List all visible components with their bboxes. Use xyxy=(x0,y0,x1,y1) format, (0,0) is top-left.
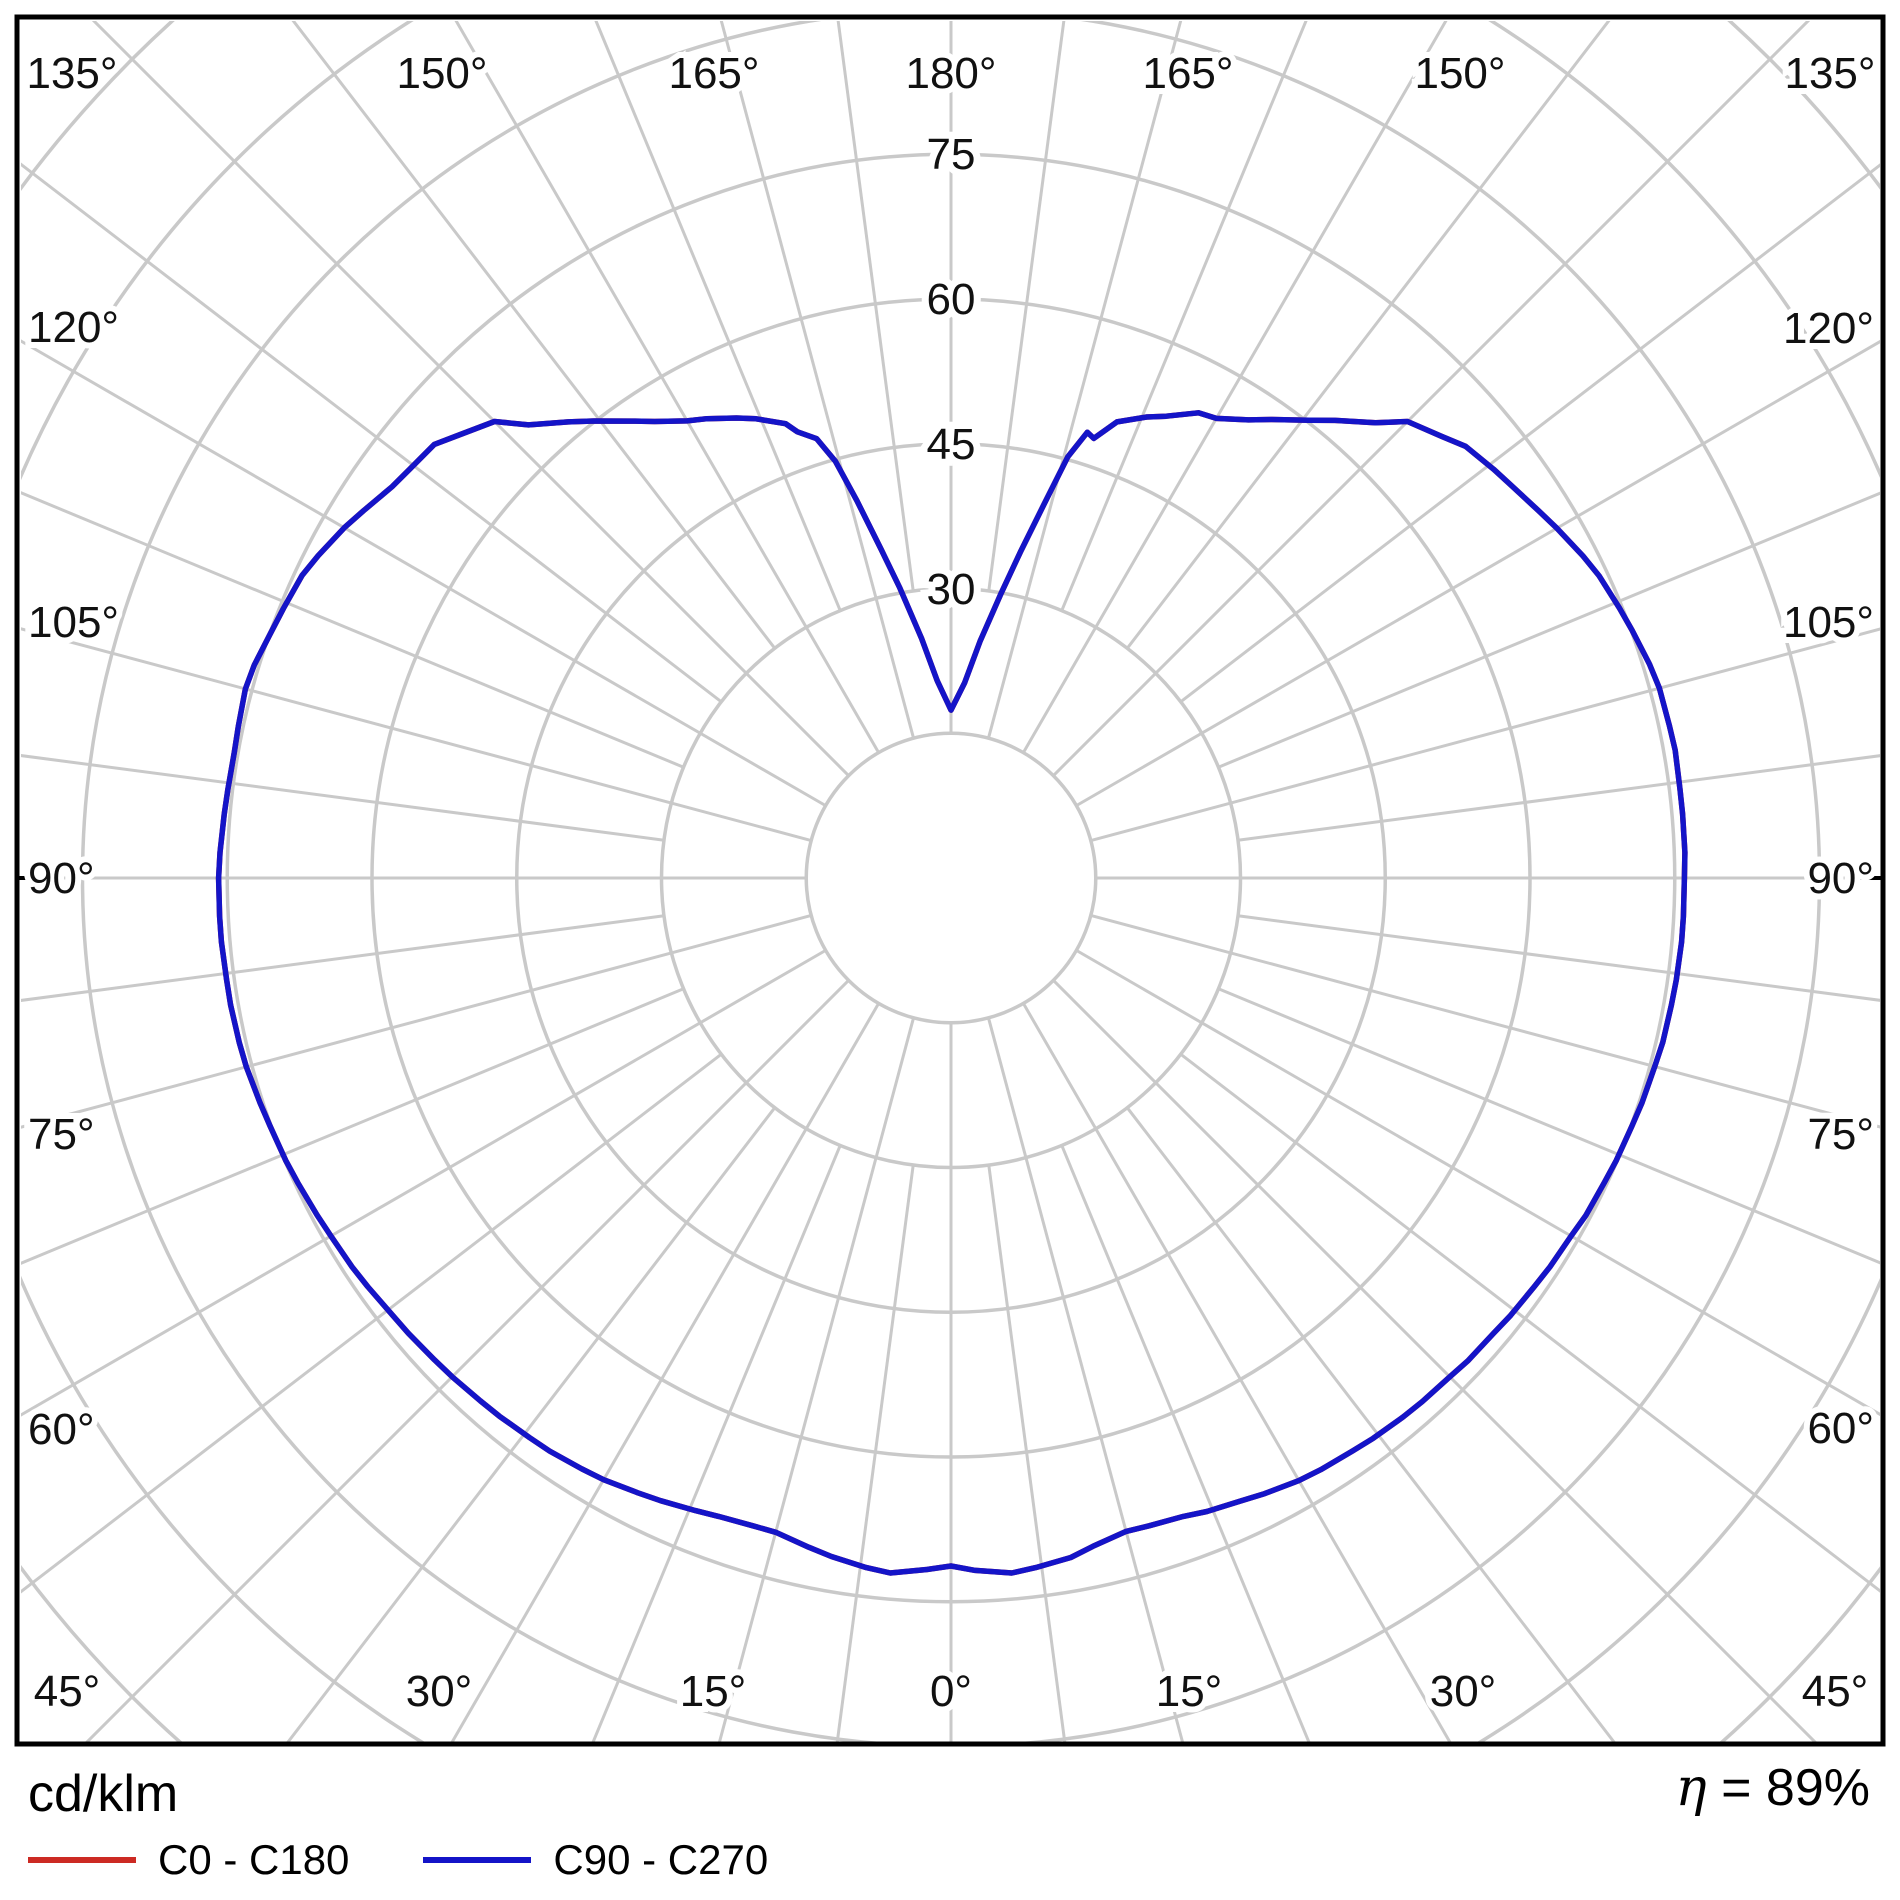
legend-item-c0-c180: C0 - C180 xyxy=(28,1836,349,1884)
gamma-label-L150: 150° xyxy=(396,49,487,98)
unit-label: cd/klm xyxy=(28,1765,179,1823)
legend-label-c0-c180: C0 - C180 xyxy=(158,1836,350,1883)
grid-ray-minor xyxy=(1060,21,1308,612)
grid-ray-major xyxy=(21,949,827,1417)
radial-value-labels: 30 45 60 75 xyxy=(920,123,983,621)
grid-ray-major xyxy=(21,627,812,842)
grid-ray-minor xyxy=(21,1053,723,1594)
legend: C0 - C180 C90 - C270 xyxy=(28,1836,768,1884)
curves xyxy=(215,410,1688,1576)
grid-ray-minor xyxy=(21,491,685,769)
plot-border xyxy=(14,14,1886,1747)
grid-ray-minor xyxy=(21,754,665,842)
grid-ray-minor xyxy=(835,1164,915,1742)
gamma-angle-labels: 0° 15° 15° 30° 30° 45° 45° 60° 60° 75° 75° 90° 90° 10… xyxy=(20,43,1881,1722)
grid-ray-major xyxy=(91,21,850,777)
grid-ray-major xyxy=(454,21,880,754)
gamma-label-R30: 30° xyxy=(1430,1667,1497,1716)
gamma-label-L75: 75° xyxy=(28,1110,95,1159)
grid-ray-minor xyxy=(291,21,776,650)
grid-ray-minor xyxy=(1126,21,1611,650)
grid-ray-major xyxy=(1090,627,1880,842)
grid-ray-minor xyxy=(21,162,723,703)
grid-ray-minor xyxy=(1060,1144,1311,1742)
gamma-label-L90: 90° xyxy=(28,854,95,903)
gamma-label-R135: 135° xyxy=(1784,49,1875,98)
grid-ring-15 xyxy=(804,731,1098,1025)
grid-ray-major xyxy=(1052,21,1811,777)
grid-ray-minor xyxy=(591,1144,842,1742)
eta-symbol: η xyxy=(1675,1758,1707,1818)
grid-ray-minor xyxy=(1237,754,1880,842)
gamma-label-R180: 180° xyxy=(905,49,996,98)
grid-ray-minor xyxy=(21,987,685,1265)
radial-tick-label-30: 30 xyxy=(927,565,976,614)
gamma-label-L45: 45° xyxy=(34,1667,101,1716)
gamma-label-R150: 150° xyxy=(1414,49,1505,98)
gamma-label-R75: 75° xyxy=(1807,1110,1874,1159)
grid-ray-major xyxy=(1052,979,1818,1742)
grid-ray-major xyxy=(1090,914,1880,1129)
eta-value: = 89% xyxy=(1706,1759,1870,1817)
gamma-label-R120: 120° xyxy=(1783,304,1874,353)
grid-ray-major xyxy=(1075,339,1880,807)
gamma-label-R90: 90° xyxy=(1807,854,1874,903)
gamma-label-L105: 105° xyxy=(28,598,119,647)
grid-ray-minor xyxy=(594,21,842,612)
grid-ray-major xyxy=(21,339,827,807)
gamma-label-R15: 15° xyxy=(1156,1667,1223,1716)
grid-ray-major xyxy=(987,1017,1185,1742)
gamma-label-R0: 0° xyxy=(930,1667,972,1716)
grid-ray-minor xyxy=(1237,914,1880,1002)
gamma-label-R45: 45° xyxy=(1802,1667,1869,1716)
grid-ray-minor xyxy=(987,1164,1067,1742)
radial-tick-label-75: 75 xyxy=(927,130,976,179)
grid-ray-major xyxy=(21,914,812,1129)
grid-ray-major xyxy=(987,21,1183,739)
gamma-label-L135: 135° xyxy=(26,49,117,98)
radial-tick-label-60: 60 xyxy=(927,275,976,324)
legend-swatch-c90-c270 xyxy=(423,1857,532,1863)
gamma-label-R165: 165° xyxy=(1142,49,1233,98)
grid-ray-major xyxy=(450,1002,880,1742)
legend-swatch-c0-c180 xyxy=(28,1857,136,1863)
grid-ray-minor xyxy=(286,1106,776,1742)
gamma-label-L120: 120° xyxy=(28,303,119,352)
gamma-label-L15: 15° xyxy=(680,1667,747,1716)
grid-ray-minor xyxy=(1179,163,1880,703)
grid-ray-minor xyxy=(1217,987,1880,1265)
efficiency-label: η = 89% xyxy=(1675,1758,1871,1818)
grid-ray-minor xyxy=(1179,1053,1880,1593)
grid-ray-minor xyxy=(836,21,915,592)
radial-tick-label-45: 45 xyxy=(927,420,976,469)
gamma-label-L60: 60° xyxy=(28,1405,95,1454)
grid-ray-major xyxy=(719,21,915,739)
legend-label-c90-c270: C90 - C270 xyxy=(553,1836,769,1883)
gamma-label-R105: 105° xyxy=(1783,598,1874,647)
grid-ray-major xyxy=(84,979,850,1742)
gamma-label-L30: 30° xyxy=(406,1667,473,1716)
curve-c90-c270 xyxy=(215,410,1688,1576)
grid-ray-major xyxy=(1075,949,1880,1417)
grid-ray-minor xyxy=(987,21,1066,592)
legend-item-c90-c270: C90 - C270 xyxy=(423,1836,768,1884)
gamma-label-R60: 60° xyxy=(1807,1404,1874,1453)
grid-ray-major xyxy=(717,1017,915,1742)
gamma-label-L165: 165° xyxy=(668,49,759,98)
grid-ray-minor xyxy=(21,914,665,1002)
grid-ray-major xyxy=(1022,1002,1452,1742)
grid-ray-minor xyxy=(1126,1106,1616,1742)
grid-ray-major xyxy=(1022,21,1448,754)
grid-ray-minor xyxy=(1217,491,1880,769)
